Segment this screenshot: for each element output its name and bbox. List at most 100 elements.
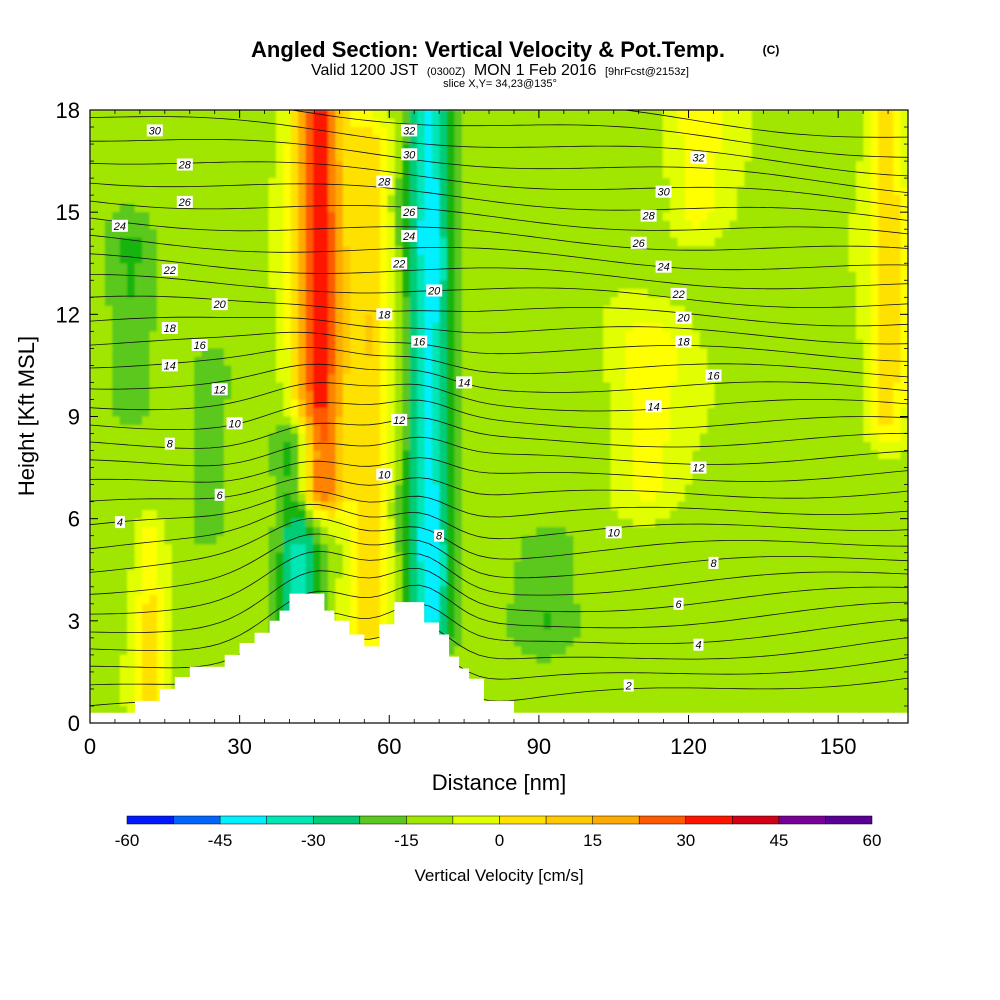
velocity-cell <box>298 416 307 426</box>
velocity-cell <box>298 535 307 545</box>
velocity-cell <box>127 442 136 452</box>
velocity-cell <box>402 161 411 171</box>
velocity-cell <box>521 280 530 290</box>
velocity-cell <box>142 169 151 179</box>
velocity-cell <box>402 578 411 588</box>
velocity-cell <box>365 535 374 545</box>
velocity-cell <box>335 186 344 196</box>
velocity-cell <box>469 339 478 349</box>
velocity-cell <box>446 314 455 324</box>
velocity-cell <box>506 442 515 452</box>
velocity-cell <box>409 586 418 596</box>
velocity-cell <box>521 305 530 315</box>
velocity-cell <box>283 246 292 256</box>
velocity-cell <box>275 169 284 179</box>
velocity-cell <box>521 288 530 298</box>
velocity-cell <box>499 544 508 554</box>
velocity-cell <box>320 535 329 545</box>
velocity-cell <box>216 288 225 298</box>
velocity-cell <box>350 118 359 128</box>
velocity-cell <box>536 348 545 358</box>
velocity-cell <box>372 382 381 392</box>
velocity-cell <box>119 127 128 137</box>
velocity-cell <box>97 246 106 256</box>
velocity-cell <box>149 195 158 205</box>
velocity-cell <box>565 697 574 707</box>
velocity-cell <box>484 569 493 579</box>
velocity-cell <box>484 356 493 367</box>
velocity-cell <box>558 467 567 477</box>
velocity-cell <box>513 254 522 264</box>
velocity-cell <box>142 629 151 639</box>
velocity-cell <box>551 612 560 622</box>
velocity-cell <box>484 510 493 520</box>
velocity-cell <box>536 603 545 613</box>
velocity-cell <box>313 212 322 222</box>
velocity-cell <box>595 467 604 477</box>
velocity-cell <box>231 442 240 452</box>
velocity-cell <box>104 680 113 690</box>
velocity-cell <box>179 450 188 460</box>
velocity-cell <box>350 246 359 256</box>
velocity-cell <box>142 450 151 460</box>
velocity-cell <box>194 373 203 384</box>
velocity-cell <box>134 390 143 401</box>
velocity-cell <box>558 356 567 367</box>
velocity-cell <box>275 382 284 392</box>
velocity-cell <box>454 263 463 273</box>
velocity-cell <box>320 561 329 571</box>
velocity-cell <box>313 373 322 384</box>
velocity-cell <box>246 561 255 571</box>
velocity-cell <box>231 637 240 647</box>
velocity-cell <box>536 680 545 690</box>
velocity-cell <box>149 569 158 579</box>
velocity-cell <box>90 569 99 579</box>
velocity-cell <box>380 382 389 392</box>
velocity-cell <box>275 459 284 469</box>
velocity-cell <box>127 118 136 128</box>
velocity-cell <box>238 425 247 435</box>
velocity-cell <box>90 578 99 588</box>
velocity-cell <box>513 288 522 298</box>
velocity-cell <box>253 442 262 452</box>
velocity-cell <box>372 586 381 596</box>
velocity-cell <box>179 280 188 290</box>
velocity-cell <box>528 399 537 409</box>
velocity-cell <box>201 152 210 162</box>
velocity-cell <box>320 382 329 392</box>
velocity-cell <box>513 271 522 281</box>
velocity-cell <box>543 186 552 196</box>
velocity-cell <box>223 220 232 230</box>
velocity-cell <box>513 552 522 562</box>
velocity-cell <box>97 390 106 401</box>
velocity-cell <box>298 467 307 477</box>
velocity-cell <box>231 118 240 128</box>
velocity-cell <box>491 127 500 137</box>
velocity-cell <box>387 595 396 605</box>
velocity-cell <box>476 339 485 349</box>
velocity-cell <box>253 263 262 273</box>
velocity-cell <box>543 510 552 520</box>
velocity-cell <box>521 442 530 452</box>
velocity-cell <box>432 493 441 503</box>
velocity-cell <box>231 390 240 401</box>
velocity-cell <box>499 373 508 384</box>
velocity-cell <box>186 390 195 401</box>
velocity-cell <box>194 637 203 647</box>
velocity-cell <box>521 229 530 239</box>
velocity-cell <box>149 399 158 409</box>
velocity-cell <box>253 390 262 401</box>
velocity-cell <box>238 569 247 579</box>
velocity-cell <box>365 442 374 452</box>
velocity-cell <box>469 544 478 554</box>
velocity-cell <box>580 135 589 145</box>
velocity-cell <box>513 561 522 571</box>
velocity-cell <box>439 331 448 341</box>
velocity-cell <box>171 288 180 298</box>
velocity-cell <box>528 178 537 188</box>
velocity-cell <box>372 339 381 349</box>
velocity-cell <box>112 671 121 682</box>
velocity-cell <box>283 186 292 196</box>
velocity-cell <box>104 578 113 588</box>
velocity-cell <box>342 527 351 537</box>
